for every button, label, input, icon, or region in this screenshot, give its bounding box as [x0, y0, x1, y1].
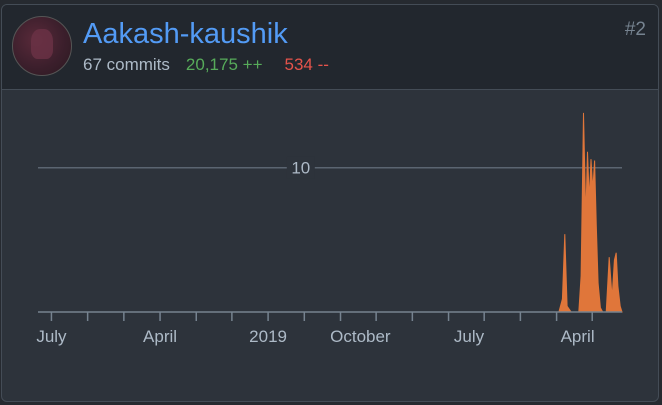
x-tick-label: July [36, 327, 67, 346]
contributor-stats: 67 commits 20,175 ++ 534 -- [83, 55, 329, 75]
card-header: Aakash-kaushik 67 commits 20,175 ++ 534 --… [2, 5, 658, 90]
contributor-card: Aakash-kaushik 67 commits 20,175 ++ 534 --… [1, 4, 659, 402]
commit-area [558, 112, 623, 313]
deletions-count: 534 -- [284, 55, 329, 74]
x-tick-label: October [330, 327, 391, 346]
gridline-label-bg [286, 156, 315, 179]
avatar[interactable] [12, 16, 72, 76]
x-tick-label: April [143, 327, 177, 346]
x-tick-label: 2019 [249, 327, 287, 346]
x-tick-label: April [561, 327, 595, 346]
y-tick-label: 10 [291, 159, 310, 178]
commit-activity-chart: 10 July April 2019 October July April [36, 112, 623, 346]
x-tick-label: July [454, 327, 485, 346]
commits-count[interactable]: 67 commits [83, 55, 170, 74]
contributor-username[interactable]: Aakash-kaushik [83, 18, 288, 50]
additions-count: 20,175 ++ [185, 55, 263, 74]
contributor-rank: #2 [624, 19, 646, 40]
